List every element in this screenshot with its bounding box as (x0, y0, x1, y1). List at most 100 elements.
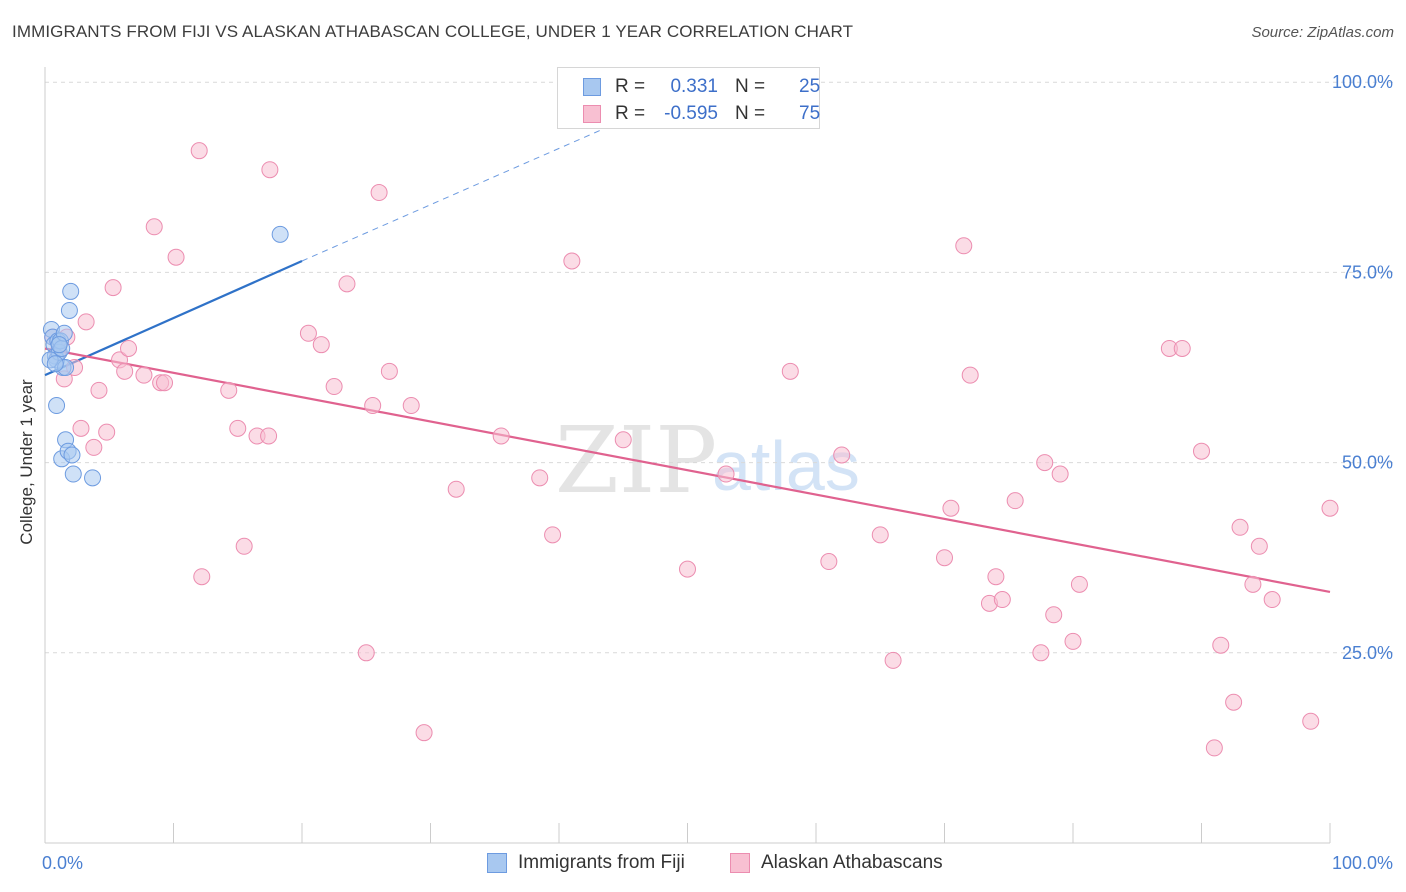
athabascan-point (820, 553, 838, 571)
athabascan-point (98, 423, 116, 441)
n-label: N = (735, 103, 766, 124)
fiji-point (84, 469, 102, 487)
athabascan-point (72, 419, 90, 437)
fiji-point (60, 301, 78, 319)
athabascan-point (145, 218, 163, 236)
fiji-point (62, 282, 80, 300)
athabascan-point (492, 427, 510, 445)
legend-row-fiji: R = 0.331 N = 25 (558, 73, 821, 101)
athabascan-point (402, 397, 420, 415)
athabascan-point (614, 431, 632, 449)
r-label: R = (615, 76, 646, 97)
athabascan-point (833, 446, 851, 464)
athabascan-point (1205, 739, 1223, 757)
fiji-r-value: 0.331 (670, 76, 718, 97)
athabascan-point (1244, 575, 1262, 593)
athabascan-point (1051, 465, 1069, 483)
athabascan-point (299, 324, 317, 342)
athabascan-point (1045, 606, 1063, 624)
r-label: R = (615, 103, 646, 124)
fiji-swatch (583, 78, 601, 96)
athabascan-point (364, 397, 382, 415)
athabascan-point (871, 526, 889, 544)
athabascan-point (955, 237, 973, 255)
y-tick-label: 75.0% (1342, 262, 1393, 282)
athabascan-point (135, 366, 153, 384)
athabascan-point (229, 419, 247, 437)
athabascan-trend-line (44, 347, 1331, 594)
fiji-legend-label: Immigrants from Fiji (518, 852, 685, 873)
legend-row-athabascan: R = -0.595 N = 75 (558, 100, 820, 128)
athabascan-point (1263, 591, 1281, 609)
athabascan-point (338, 275, 356, 293)
athabascan-point (370, 184, 388, 202)
athabascan-point (679, 560, 696, 578)
athabascan-point (116, 362, 134, 380)
athabascan-point (415, 724, 433, 742)
athabascan-legend-label: Alaskan Athabascans (761, 852, 943, 873)
athabascan-point (942, 499, 960, 517)
athabascan-point (1193, 442, 1210, 460)
athabascan-point (1212, 636, 1230, 654)
athabascan-point (1070, 575, 1088, 593)
athabascan-point (325, 378, 343, 396)
fiji-point (271, 225, 289, 243)
athabascan-swatch (583, 105, 601, 123)
athabascan-point (1250, 537, 1268, 555)
athabascan-point (1032, 644, 1050, 662)
y-tick-label: 50.0% (1342, 453, 1393, 473)
athabascan-point (190, 142, 208, 160)
fiji-point (64, 465, 82, 483)
athabascan-point (260, 427, 278, 445)
athabascan-point (1231, 518, 1249, 536)
axes (44, 67, 1331, 844)
athabascan-point (987, 568, 1005, 586)
trend-lines (44, 119, 1331, 594)
x-tick-label: 100.0% (1332, 853, 1393, 873)
athabascan-point (380, 362, 398, 380)
athabascan-point (1173, 339, 1191, 357)
athabascan-point (312, 336, 330, 354)
y-tick-label: 25.0% (1342, 643, 1393, 663)
athabascan-point (90, 381, 108, 399)
chart-title: IMMIGRANTS FROM FIJI VS ALASKAN ATHABASC… (12, 22, 854, 41)
fiji-point (63, 446, 81, 464)
athabascan-point (884, 651, 902, 669)
y-axis-label: College, Under 1 year (17, 379, 36, 545)
athabascan-point (156, 374, 174, 392)
athabascan-point (261, 161, 279, 179)
athabascan-point (781, 362, 799, 380)
athabascan-point (717, 465, 735, 483)
source-label: Source: ZipAtlas.com (1251, 24, 1394, 41)
athabascan-point (104, 279, 122, 297)
x-tick-label: 0.0% (42, 853, 83, 873)
athabascan-point (961, 366, 979, 384)
correlation-legend: R = 0.331 N = 25 R = -0.595 N = 75 (557, 67, 820, 129)
fiji-point (50, 336, 68, 354)
athabascan-point (1006, 492, 1024, 510)
athabascan-point (993, 591, 1011, 609)
fiji-point (48, 397, 66, 415)
y-tick-label: 100.0% (1332, 72, 1393, 92)
athabascan-point (447, 480, 465, 498)
n-label: N = (735, 76, 766, 97)
athabascan-point (167, 248, 185, 266)
athabascan-point (77, 313, 95, 331)
fiji-trend-extension (301, 119, 624, 262)
athabascan-point (531, 469, 549, 487)
athabascan-point (85, 438, 103, 456)
watermark-atlas: atlas (712, 427, 860, 505)
athabascan-point (563, 252, 581, 270)
fiji-legend-swatch (487, 853, 507, 873)
athabascan-point (1064, 632, 1082, 650)
gridlines (45, 81, 1393, 654)
data-points (41, 142, 1339, 757)
tick-labels: 25.0% 50.0% 75.0% 100.0% 0.0% 100.0% (42, 72, 1393, 873)
athabascan-point (1302, 712, 1320, 730)
athabascan-point (235, 537, 253, 555)
fiji-point (46, 355, 64, 373)
athabascan-point (220, 381, 238, 399)
fiji-n-value: 25 (799, 76, 821, 97)
athabascan-point (120, 339, 138, 357)
